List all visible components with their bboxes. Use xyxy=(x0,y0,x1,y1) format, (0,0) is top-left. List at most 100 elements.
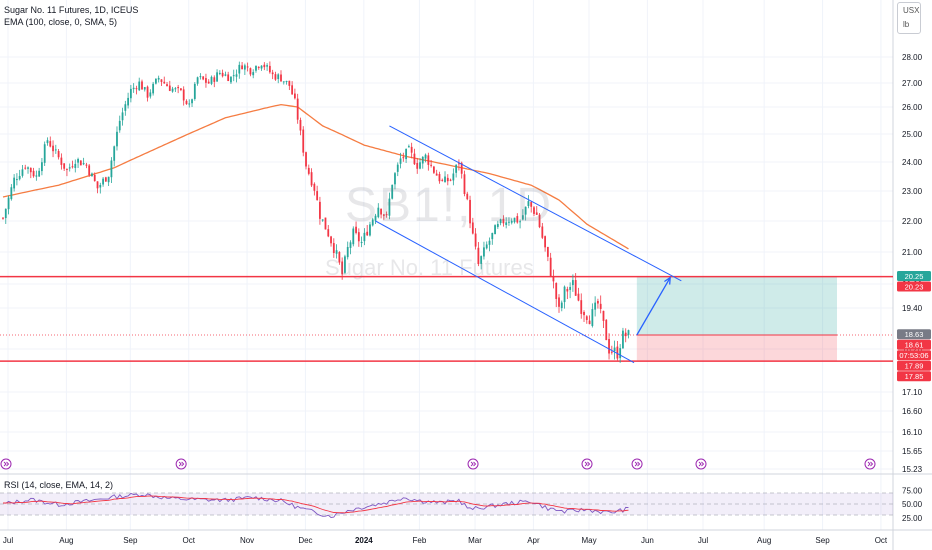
candle-body xyxy=(207,81,210,84)
candle-body xyxy=(91,173,93,177)
candle-body xyxy=(77,159,79,163)
symbol-legend[interactable]: Sugar No. 11 Futures, 1D, ICEUS xyxy=(4,5,139,15)
price-tick-label: 25.00 xyxy=(902,130,923,139)
trend-channel[interactable] xyxy=(375,125,682,364)
candle-body xyxy=(572,280,574,286)
candle-body xyxy=(441,179,444,181)
event-marker-glyph xyxy=(698,461,705,467)
candle-body xyxy=(538,214,541,228)
candle-body xyxy=(288,80,291,86)
candle-body xyxy=(369,224,371,236)
candle-body xyxy=(388,198,391,216)
candle-body xyxy=(380,208,382,215)
time-tick-label: Dec xyxy=(298,536,312,545)
time-tick-label: Jul xyxy=(698,536,708,545)
rsi-legend[interactable]: RSI (14, close, EMA, 14, 2) xyxy=(4,480,114,490)
candle-body xyxy=(7,197,10,210)
candle-body xyxy=(505,222,508,225)
time-tick-label: Nov xyxy=(240,536,254,545)
candles xyxy=(2,61,630,363)
candle-body xyxy=(74,163,77,168)
time-tick-label: Sep xyxy=(123,536,138,545)
candle-body xyxy=(113,146,116,161)
rsi-band xyxy=(0,493,893,515)
candle-body xyxy=(249,68,252,75)
candle-body xyxy=(580,300,583,314)
candle-body xyxy=(608,338,610,354)
event-markers[interactable] xyxy=(0,458,876,470)
candle-body xyxy=(277,74,280,80)
ema-legend[interactable]: EMA (100, close, 0, SMA, 5) xyxy=(4,17,118,27)
arrow-head xyxy=(664,276,671,285)
candle-body xyxy=(444,176,446,183)
candle-body xyxy=(597,300,599,304)
candle-body xyxy=(533,207,535,214)
candle-body xyxy=(407,146,410,148)
time-tick-label: Feb xyxy=(413,536,427,545)
candle-body xyxy=(446,177,449,182)
candle-body xyxy=(374,215,377,221)
candle-body xyxy=(121,112,124,121)
candle-body xyxy=(199,76,202,78)
candle-body xyxy=(335,250,338,254)
projection-arrow[interactable] xyxy=(636,276,671,336)
candle-body xyxy=(463,174,466,194)
time-tick-label: May xyxy=(581,536,596,545)
event-marker-glyph xyxy=(867,461,874,467)
candle-body xyxy=(18,175,21,180)
candle-body xyxy=(438,174,441,182)
price-badge xyxy=(897,329,931,340)
candle-body xyxy=(46,140,49,144)
candle-body xyxy=(230,76,232,83)
time-tick-label: Jun xyxy=(641,536,654,545)
candle-body xyxy=(168,85,171,91)
candle-body xyxy=(583,312,585,316)
candle-body xyxy=(43,144,46,163)
candle-body xyxy=(205,78,207,83)
unit-currency: USX xyxy=(903,6,920,15)
candle-body xyxy=(510,220,513,223)
candle-body xyxy=(107,176,110,183)
unit-selector[interactable] xyxy=(897,2,921,34)
time-tick-label: Jul xyxy=(3,536,13,545)
candle-body xyxy=(49,141,52,147)
candle-body xyxy=(141,81,143,90)
candle-body xyxy=(458,163,460,165)
price-tick-label: 27.00 xyxy=(902,79,923,88)
candle-body xyxy=(282,81,285,83)
candle-body xyxy=(193,83,196,99)
candle-body xyxy=(127,97,129,106)
candle-body xyxy=(216,72,218,82)
candle-body xyxy=(218,72,221,74)
time-tick-label: Oct xyxy=(182,536,195,545)
candle-body xyxy=(2,217,4,219)
candle-body xyxy=(110,160,113,178)
rsi-line xyxy=(2,492,629,518)
candle-body xyxy=(602,310,605,321)
candle-body xyxy=(99,184,102,188)
time-tick-label: Aug xyxy=(59,536,73,545)
candle-body xyxy=(85,164,88,166)
candle-body xyxy=(255,65,257,71)
candle-body xyxy=(174,88,177,90)
price-tick-label: 16.60 xyxy=(902,407,923,416)
candle-body xyxy=(424,154,427,159)
price-badge-label: 18.61 xyxy=(905,341,924,350)
watermark-ticker: SB1!, 1D xyxy=(345,179,554,232)
candle-body xyxy=(171,88,174,92)
candle-body xyxy=(66,168,68,170)
price-badge xyxy=(897,371,931,382)
candle-body xyxy=(485,244,488,249)
candle-body xyxy=(324,217,327,230)
price-badge-label: 07:53:06 xyxy=(899,351,928,360)
candle-body xyxy=(435,173,438,176)
price-badge xyxy=(897,281,931,292)
price-tick-label: 24.00 xyxy=(902,158,923,167)
candle-body xyxy=(124,104,127,111)
time-tick-label: Sep xyxy=(815,536,830,545)
event-marker-glyph xyxy=(634,461,641,467)
axes: 28.00 27.00 26.00 25.00 24.00 23.00 22.00 21.00… xyxy=(3,53,923,545)
candle-body xyxy=(555,283,558,299)
